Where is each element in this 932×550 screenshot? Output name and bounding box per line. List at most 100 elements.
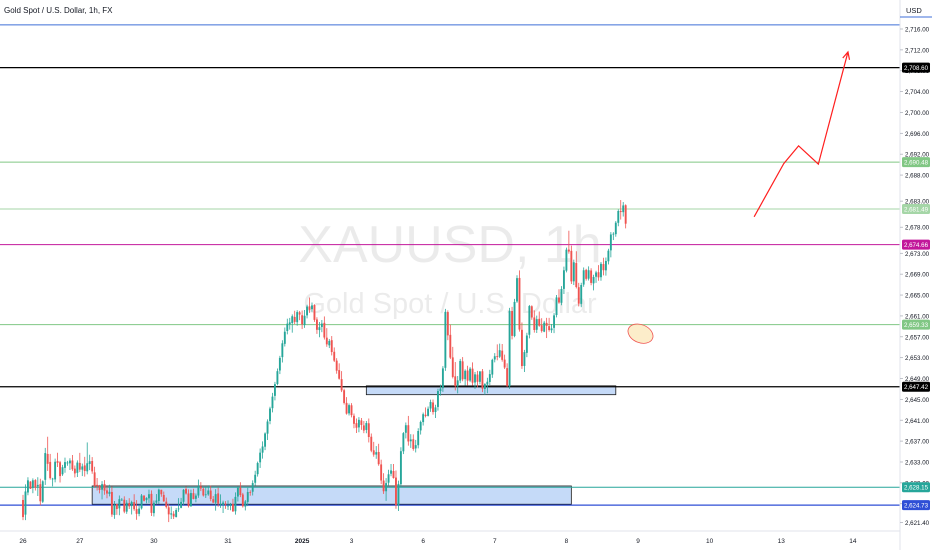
candle bbox=[96, 478, 99, 491]
candle-body bbox=[600, 263, 602, 278]
candle-body bbox=[456, 380, 459, 387]
time-tick-label: 14 bbox=[849, 538, 857, 545]
candle bbox=[115, 503, 118, 515]
price-tick-label: 2,692.00 bbox=[905, 152, 930, 159]
price-level-tag bbox=[902, 62, 930, 73]
candle bbox=[614, 221, 617, 237]
candle-body bbox=[432, 402, 434, 413]
candle-body bbox=[508, 310, 511, 387]
candle-body bbox=[162, 494, 165, 502]
candle-body bbox=[543, 322, 546, 332]
candle-body bbox=[152, 502, 155, 514]
candle-body bbox=[328, 340, 331, 346]
candle bbox=[190, 489, 192, 507]
candle bbox=[182, 488, 185, 505]
candle bbox=[46, 436, 49, 471]
candle-body bbox=[343, 390, 346, 403]
candle-body bbox=[469, 368, 472, 381]
candle bbox=[78, 452, 81, 473]
candle-body bbox=[96, 484, 99, 486]
time-tick-label: 27 bbox=[76, 538, 84, 545]
candle bbox=[565, 247, 568, 273]
candle bbox=[152, 500, 155, 517]
candle bbox=[110, 486, 113, 517]
candle-body bbox=[488, 374, 491, 382]
candle bbox=[417, 428, 420, 449]
candle-body bbox=[24, 491, 27, 515]
candle-body bbox=[244, 501, 247, 507]
candle-body bbox=[56, 461, 59, 463]
candle bbox=[264, 432, 267, 451]
candle bbox=[118, 495, 121, 516]
watermark-name: Gold Spot / U.S. Dollar bbox=[303, 288, 597, 320]
candle bbox=[138, 504, 141, 517]
candle-body bbox=[219, 504, 222, 505]
projection-path[interactable] bbox=[753, 51, 849, 218]
candle bbox=[404, 422, 407, 439]
candle bbox=[160, 489, 163, 497]
candle-body bbox=[476, 374, 479, 382]
price-tick-label: 2,641.00 bbox=[905, 418, 930, 425]
price-level-tag-label: 2,708.60 bbox=[904, 65, 929, 72]
candle-body bbox=[345, 402, 348, 414]
currency-label[interactable]: USD bbox=[906, 6, 922, 15]
candle bbox=[370, 433, 373, 453]
price-tick-label: 2,669.00 bbox=[905, 272, 930, 279]
candle bbox=[528, 304, 531, 339]
candle-body bbox=[582, 270, 585, 285]
candle-body bbox=[362, 425, 365, 431]
candle-body bbox=[91, 460, 94, 472]
candle-body bbox=[251, 483, 254, 492]
candle bbox=[380, 459, 383, 485]
candle bbox=[214, 489, 217, 511]
candle bbox=[91, 457, 94, 474]
candle bbox=[41, 480, 44, 504]
candle-body bbox=[31, 480, 34, 488]
candle-body bbox=[585, 269, 588, 279]
candle bbox=[570, 245, 573, 284]
candle bbox=[256, 461, 259, 477]
candle bbox=[24, 484, 27, 521]
candle-body bbox=[88, 461, 91, 464]
time-tick-label: 10 bbox=[706, 538, 714, 545]
candle bbox=[281, 340, 284, 363]
candle bbox=[523, 349, 526, 373]
candle bbox=[493, 353, 496, 363]
candle bbox=[422, 412, 425, 426]
candle-body bbox=[185, 488, 187, 494]
candle bbox=[251, 480, 254, 496]
candle bbox=[360, 418, 363, 430]
candle-body bbox=[323, 322, 326, 338]
candle bbox=[212, 495, 215, 504]
candle bbox=[545, 317, 548, 339]
candle-body bbox=[199, 486, 202, 489]
candle bbox=[135, 500, 138, 520]
candle-body bbox=[222, 502, 225, 505]
candle bbox=[466, 365, 469, 386]
candle bbox=[375, 446, 378, 459]
candle-body bbox=[619, 210, 622, 213]
candle bbox=[59, 460, 61, 483]
candle-body bbox=[46, 453, 49, 464]
candle-body bbox=[194, 495, 197, 499]
candle bbox=[288, 317, 291, 330]
candle-body bbox=[390, 470, 392, 474]
candle bbox=[81, 463, 84, 477]
time-axis[interactable]: 26 27 30 31 2025 3 6 7 8 9 10 13 14 bbox=[0, 530, 900, 545]
candle bbox=[607, 248, 610, 265]
candle-body bbox=[380, 464, 383, 481]
candle bbox=[597, 265, 600, 281]
candle bbox=[511, 306, 514, 340]
candle bbox=[535, 315, 538, 333]
price-axis[interactable]: 2,716.002,712.002,708.002,704.002,700.00… bbox=[899, 0, 932, 550]
candle-body bbox=[402, 433, 405, 452]
candle bbox=[350, 403, 353, 418]
candle bbox=[429, 399, 432, 412]
candle bbox=[271, 392, 274, 413]
candle-body bbox=[325, 337, 328, 345]
price-level-tag-label: 2,628.15 bbox=[904, 485, 929, 492]
candle bbox=[241, 492, 244, 508]
candle-body bbox=[592, 276, 595, 284]
candle bbox=[449, 324, 452, 360]
